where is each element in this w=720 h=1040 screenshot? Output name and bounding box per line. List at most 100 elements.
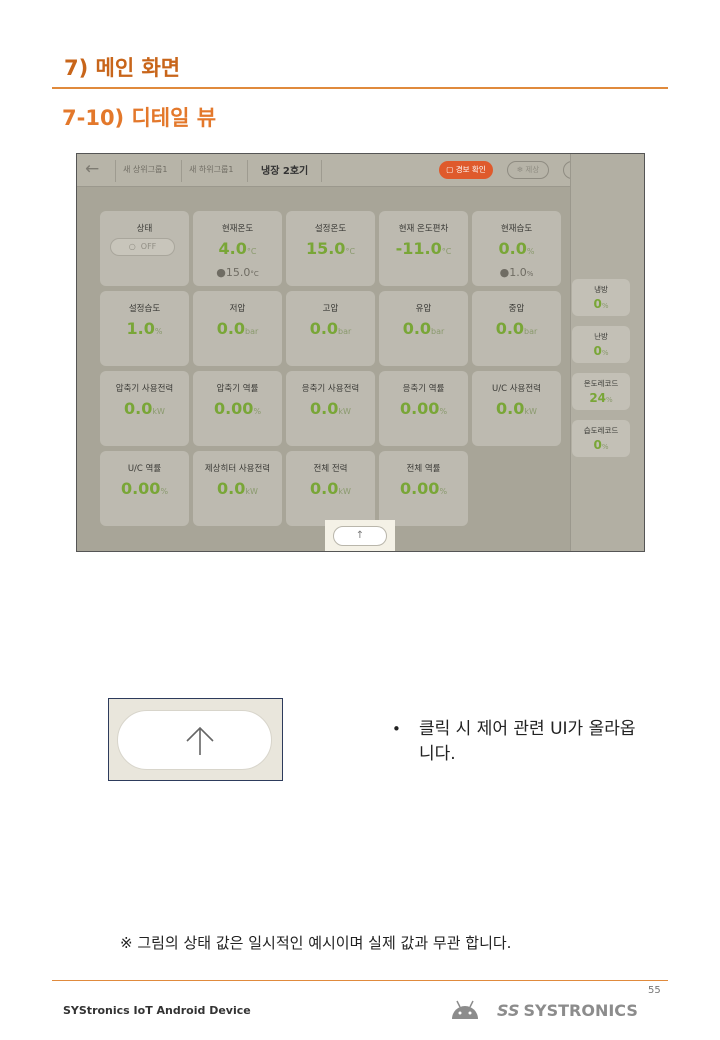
top-bar: ← 새 상위그룹1 새 하위그룹1 냉장 2호기 ▢ 경보 확인 ❄ 제상 ○ … — [77, 154, 644, 187]
page-number: 55 — [648, 985, 661, 996]
side-card-value: 0 — [593, 297, 602, 311]
up-button-zoom — [108, 698, 283, 781]
status-off-toggle[interactable]: ○ OFF — [110, 238, 175, 256]
card-value: 0.0 — [496, 399, 525, 418]
side-card-unit: % — [606, 396, 613, 404]
card-unit: % — [160, 487, 169, 496]
card-label: 중압 — [508, 304, 525, 314]
check-icon: ● — [499, 266, 510, 279]
card-unit: bar — [338, 327, 352, 336]
defrost-label: 제상 — [525, 165, 540, 174]
side-card-unit: % — [601, 349, 609, 357]
side-card-value: 0 — [593, 344, 602, 358]
back-arrow-icon[interactable]: ← — [85, 159, 100, 179]
card-temp-deviation: 현재 온도편차 -11.0°C — [379, 211, 468, 286]
side-card-value: 0 — [593, 438, 602, 452]
card-unit: bar — [524, 327, 538, 336]
card-label: U/C 역률 — [127, 464, 162, 474]
card-value: 0.0 — [124, 399, 153, 418]
alarm-confirm-label: 경보 확인 — [455, 165, 486, 174]
tab-parent-group[interactable]: 새 상위그룹1 — [123, 165, 168, 174]
side-card-label: 습도레코드 — [583, 426, 619, 435]
side-card-temp-record: 온도레코드 24% — [572, 373, 630, 410]
card-label: 고압 — [322, 304, 339, 314]
card-value: 0.0 — [310, 399, 339, 418]
android-icon — [452, 1000, 478, 1019]
side-card-unit: % — [601, 443, 609, 451]
card-current-temp: 현재온도 4.0°C ●15.0°C — [193, 211, 282, 286]
card-unit: kW — [524, 407, 537, 416]
card-label: 설정습도 — [128, 304, 161, 314]
card-value: 4.0 — [218, 239, 247, 258]
card-compressor-power: 압축기 사용전력 0.0kW — [100, 371, 189, 446]
divider — [321, 160, 322, 182]
card-sub-unit: °C — [250, 270, 259, 278]
bell-icon: ▢ — [446, 165, 456, 174]
card-uc-pf: U/C 역률 0.00% — [100, 451, 189, 526]
side-card-cooling: 냉방 0% — [572, 279, 630, 316]
logo-text: SYSTRONICS — [523, 1001, 638, 1020]
divider — [181, 160, 182, 182]
card-high-pressure: 고압 0.0bar — [286, 291, 375, 366]
card-value: 0.0 — [498, 239, 527, 258]
card-unit: % — [439, 487, 448, 496]
card-unit: % — [154, 327, 163, 336]
card-status: 상태 ○ OFF — [100, 211, 189, 286]
arrow-up-icon: ↑ — [355, 530, 365, 541]
card-unit: kW — [338, 487, 351, 496]
footer-rule — [52, 980, 668, 981]
section-rule — [52, 87, 668, 89]
card-label: U/C 사용전력 — [491, 384, 541, 394]
subsection-title: 7-10) 디테일 뷰 — [62, 106, 217, 130]
card-value: 1.0 — [126, 319, 155, 338]
card-unit: °C — [441, 247, 452, 256]
card-sub-value: 1.0 — [509, 266, 527, 279]
card-unit: °C — [246, 247, 257, 256]
alarm-confirm-button[interactable]: ▢ 경보 확인 — [439, 161, 493, 179]
tab-device[interactable]: 냉장 2호기 — [261, 166, 309, 177]
card-label: 현재 온도편차 — [398, 224, 449, 234]
card-value: 0.0 — [310, 479, 339, 498]
card-oil-pressure: 유압 0.0bar — [379, 291, 468, 366]
card-value: 0.0 — [217, 479, 246, 498]
card-value: 0.00 — [120, 479, 161, 498]
card-uc-power: U/C 사용전력 0.0kW — [472, 371, 561, 446]
tab-child-group[interactable]: 새 하위그룹1 — [189, 165, 234, 174]
card-unit: % — [253, 407, 262, 416]
detail-view-screenshot: ← 새 상위그룹1 새 하위그룹1 냉장 2호기 ▢ 경보 확인 ❄ 제상 ○ … — [76, 153, 645, 552]
side-card-unit: % — [601, 302, 609, 310]
disclaimer: ※ 그림의 상태 값은 일시적인 예시이며 실제 값과 무관 합니다. — [120, 934, 512, 952]
note-text: 클릭 시 제어 관련 UI가 올라옵니다. — [419, 719, 636, 764]
card-unit: % — [526, 247, 535, 256]
card-condenser-power: 응축기 사용전력 0.0kW — [286, 371, 375, 446]
card-current-humidity: 현재습도 0.0% ●1.0% — [472, 211, 561, 286]
arrow-up-icon — [186, 726, 214, 755]
side-card-value: 24 — [589, 391, 607, 405]
card-sub-value: 15.0 — [225, 266, 251, 279]
side-card-label: 냉방 — [594, 285, 608, 294]
card-unit: bar — [431, 327, 445, 336]
side-panel: 냉방 0% 난방 0% 온도레코드 24% 습도레코드 0% — [570, 154, 644, 551]
status-off-label: OFF — [140, 242, 157, 251]
card-label: 설정온도 — [314, 224, 347, 234]
side-card-humidity-record: 습도레코드 0% — [572, 420, 630, 457]
card-label: 응축기 역률 — [402, 384, 445, 394]
card-sub-unit: % — [526, 270, 534, 278]
card-compressor-pf: 압축기 역률 0.00% — [193, 371, 282, 446]
snowflake-icon: ❄ — [516, 165, 526, 174]
card-set-temp: 설정온도 15.0°C — [286, 211, 375, 286]
card-unit: kW — [152, 407, 165, 416]
card-label: 압축기 사용전력 — [115, 384, 174, 394]
card-unit: bar — [245, 327, 259, 336]
card-label: 유압 — [415, 304, 432, 314]
defrost-button[interactable]: ❄ 제상 — [507, 161, 549, 179]
card-label: 응축기 사용전력 — [301, 384, 360, 394]
card-set-humidity: 설정습도 1.0% — [100, 291, 189, 366]
check-icon: ● — [216, 266, 226, 279]
expand-up-button-enlarged[interactable] — [117, 710, 272, 770]
expand-up-button[interactable]: ↑ — [333, 526, 387, 546]
card-label: 전체 전력 — [313, 464, 348, 474]
card-value: 15.0 — [305, 239, 346, 258]
card-total-pf: 전체 역률 0.00% — [379, 451, 468, 526]
systronics-logo: SS SYSTRONICS — [497, 1001, 638, 1020]
